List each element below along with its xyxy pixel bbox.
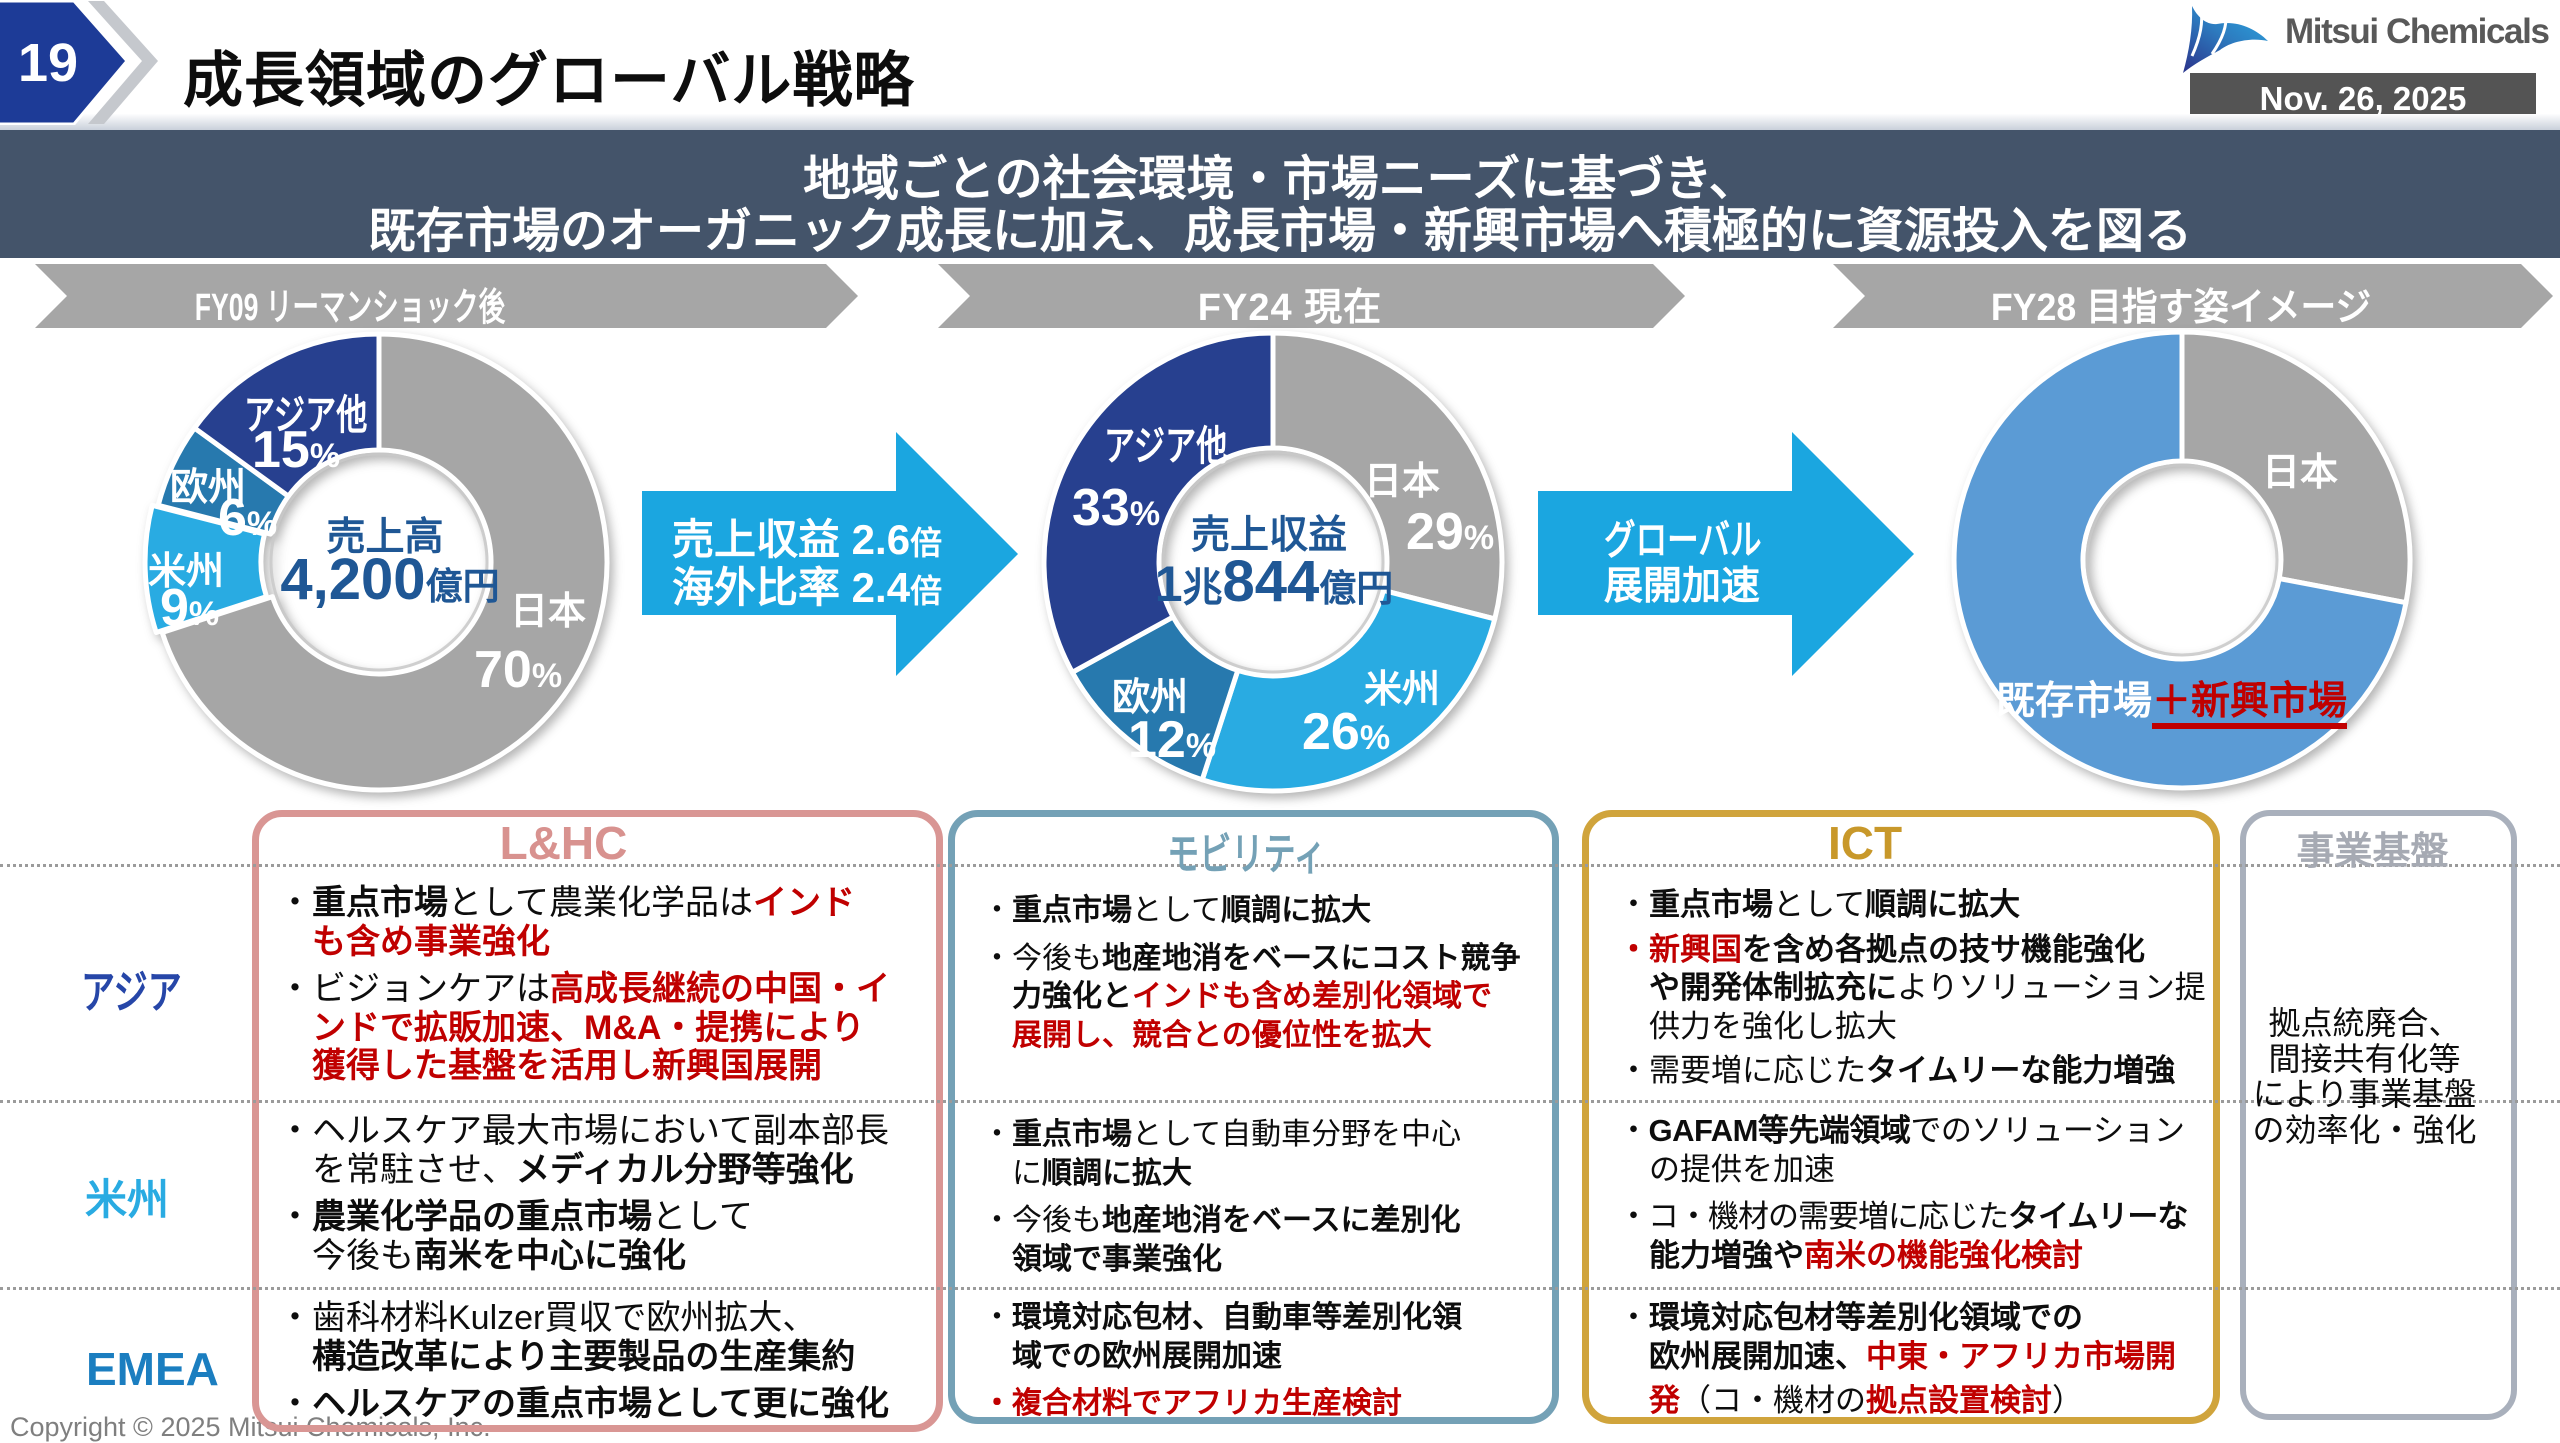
svg-text:19: 19 xyxy=(18,33,78,93)
